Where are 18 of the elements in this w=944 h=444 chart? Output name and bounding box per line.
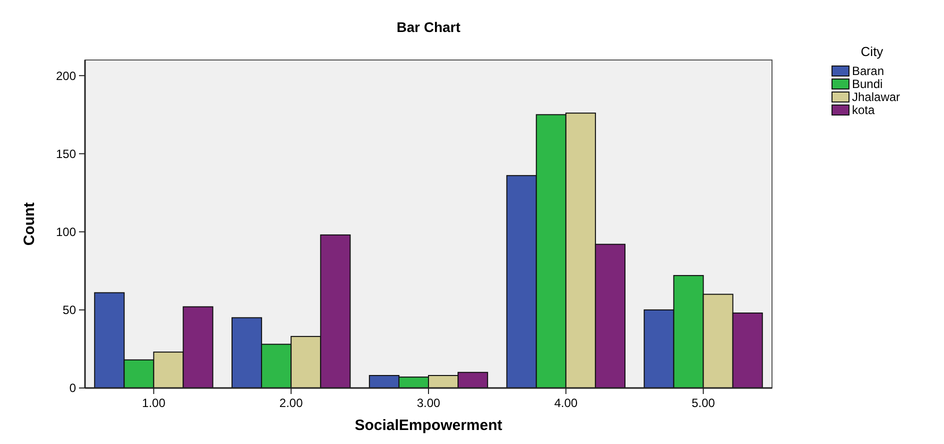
x-tick-label: 3.00 (416, 396, 440, 410)
legend-label: Baran (852, 64, 884, 78)
x-tick-label: 4.00 (554, 396, 578, 410)
y-tick-label: 200 (56, 68, 76, 83)
legend-label: Bundi (852, 77, 883, 91)
x-tick-label: 5.00 (692, 396, 716, 410)
x-tick-label: 1.00 (142, 396, 166, 410)
y-tick-label: 150 (56, 146, 76, 161)
legend-label: kota (852, 103, 876, 117)
y-tick-label: 0 (69, 381, 76, 396)
y-tick-label: 50 (62, 303, 76, 318)
y-tick-label: 100 (56, 225, 76, 240)
legend-title: City (860, 44, 884, 59)
x-axis-title: SocialEmpowerment (354, 417, 502, 434)
x-tick-label: 2.00 (279, 396, 304, 410)
chart-title: Bar Chart (396, 19, 461, 35)
y-axis-title: Count (21, 202, 38, 246)
legend-label: Jhalawar (852, 90, 900, 104)
